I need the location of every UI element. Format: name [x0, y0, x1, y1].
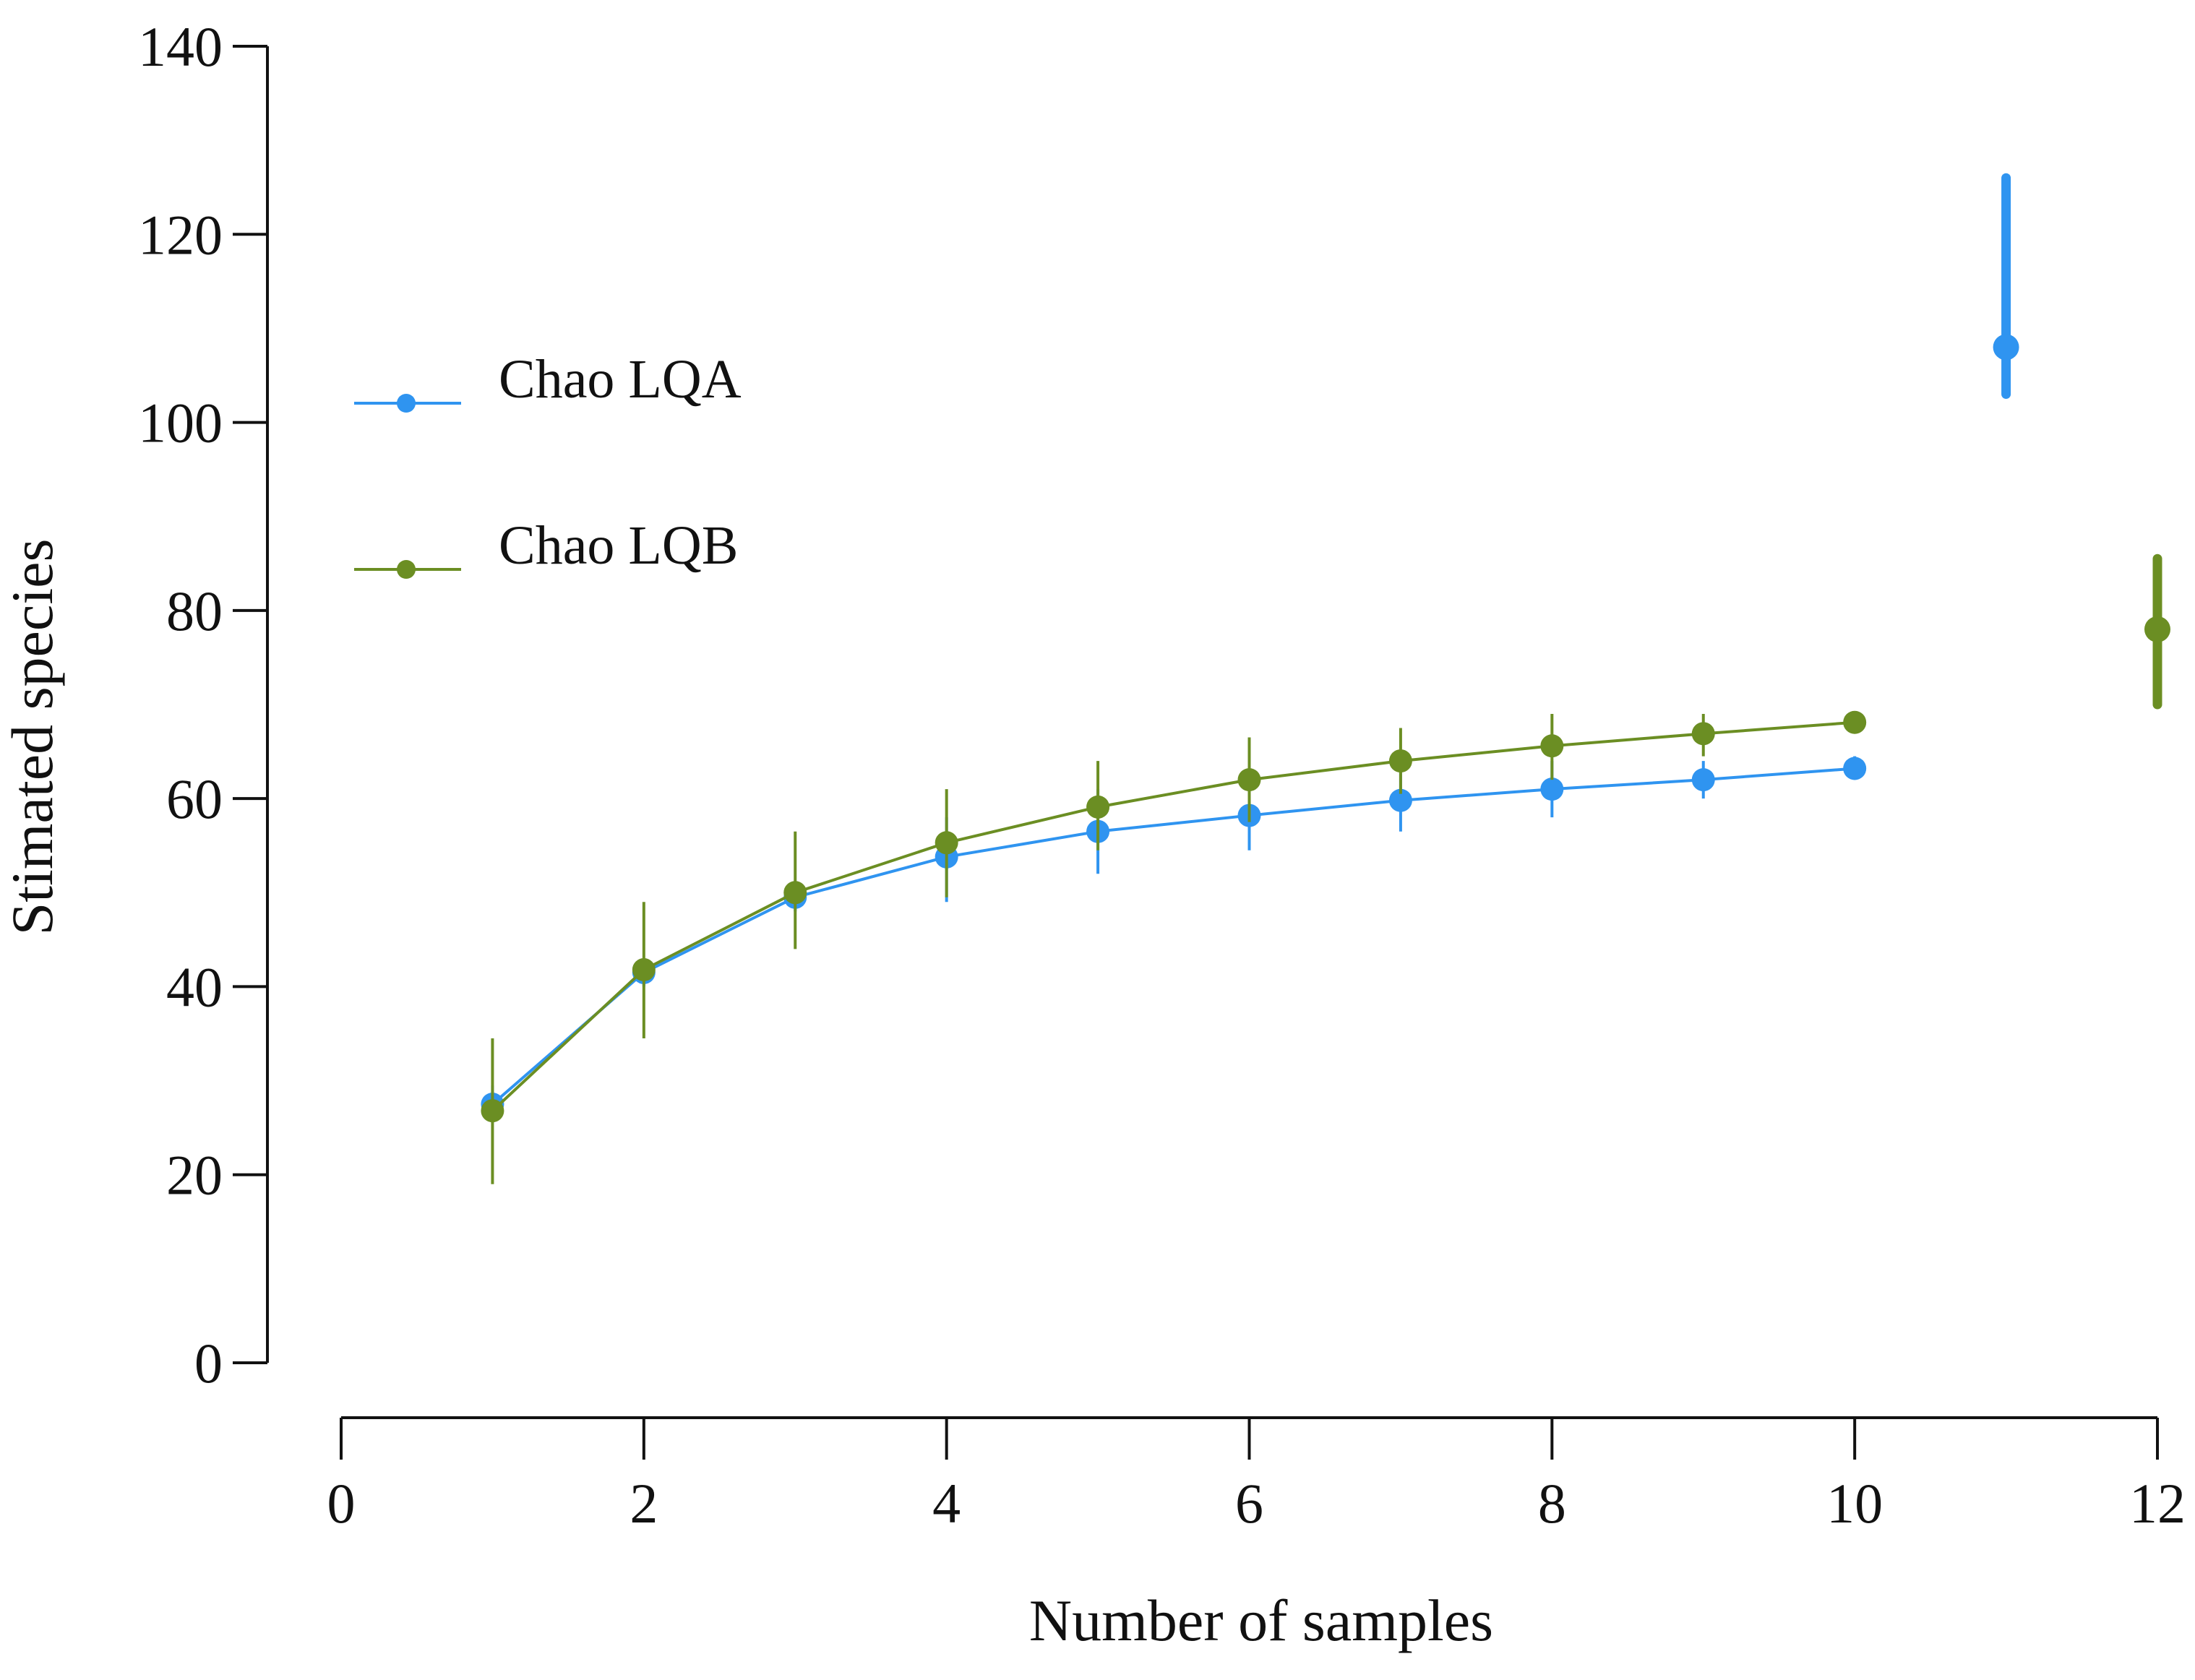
y-tick-label: 0	[194, 1332, 223, 1395]
data-point	[1388, 749, 1412, 773]
x-tick-label: 4	[932, 1472, 961, 1535]
data-point	[1691, 768, 1715, 792]
data-point	[783, 881, 807, 905]
data-point	[1843, 710, 1867, 734]
y-tick-label: 100	[138, 392, 223, 455]
data-point	[1691, 722, 1715, 746]
legend-label: Chao LQA	[499, 349, 742, 410]
data-point	[632, 958, 656, 982]
series-2	[481, 553, 2170, 1184]
y-tick-label: 60	[166, 767, 223, 830]
series-line	[491, 767, 1855, 1106]
x-tick-label: 8	[1538, 1472, 1566, 1535]
x-axis: 0 2 4 6 8 10 12	[327, 1416, 2186, 1535]
legend: Chao LQA Chao LQB	[354, 349, 742, 579]
series-layer	[481, 173, 2170, 1184]
x-tick-label: 12	[2129, 1472, 2186, 1535]
data-point	[1843, 757, 1867, 780]
y-tick-label: 40	[166, 955, 223, 1018]
y-tick-label: 140	[138, 15, 223, 78]
data-point	[1237, 768, 1261, 792]
x-tick-label: 0	[327, 1472, 356, 1535]
legend-item: Chao LQB	[354, 515, 738, 579]
data-point	[1086, 795, 1110, 819]
y-axis: 0 20 40 60 80 100 120 140	[138, 15, 269, 1395]
y-tick-label: 20	[166, 1144, 223, 1207]
data-point	[481, 1099, 504, 1123]
y-tick-label: 80	[166, 580, 223, 642]
legend-swatch-marker	[397, 394, 416, 413]
y-tick-label: 120	[138, 203, 223, 266]
data-point	[935, 831, 958, 855]
outlier-point	[1993, 334, 2019, 361]
x-tick-label: 2	[630, 1472, 658, 1535]
data-point	[1540, 734, 1564, 758]
data-point	[1540, 777, 1564, 801]
legend-item: Chao LQA	[354, 349, 742, 413]
x-axis-title: Number of samples	[1029, 1588, 1493, 1653]
legend-label: Chao LQB	[499, 515, 738, 576]
legend-swatch-marker	[397, 560, 416, 579]
data-point	[1388, 788, 1412, 812]
x-tick-label: 10	[1826, 1472, 1883, 1535]
x-tick-label: 6	[1235, 1472, 1263, 1535]
series-line	[491, 720, 1855, 1112]
y-axis-title: Stimated species	[0, 539, 65, 936]
series-1	[481, 173, 2019, 1124]
outlier-point	[2144, 616, 2170, 642]
